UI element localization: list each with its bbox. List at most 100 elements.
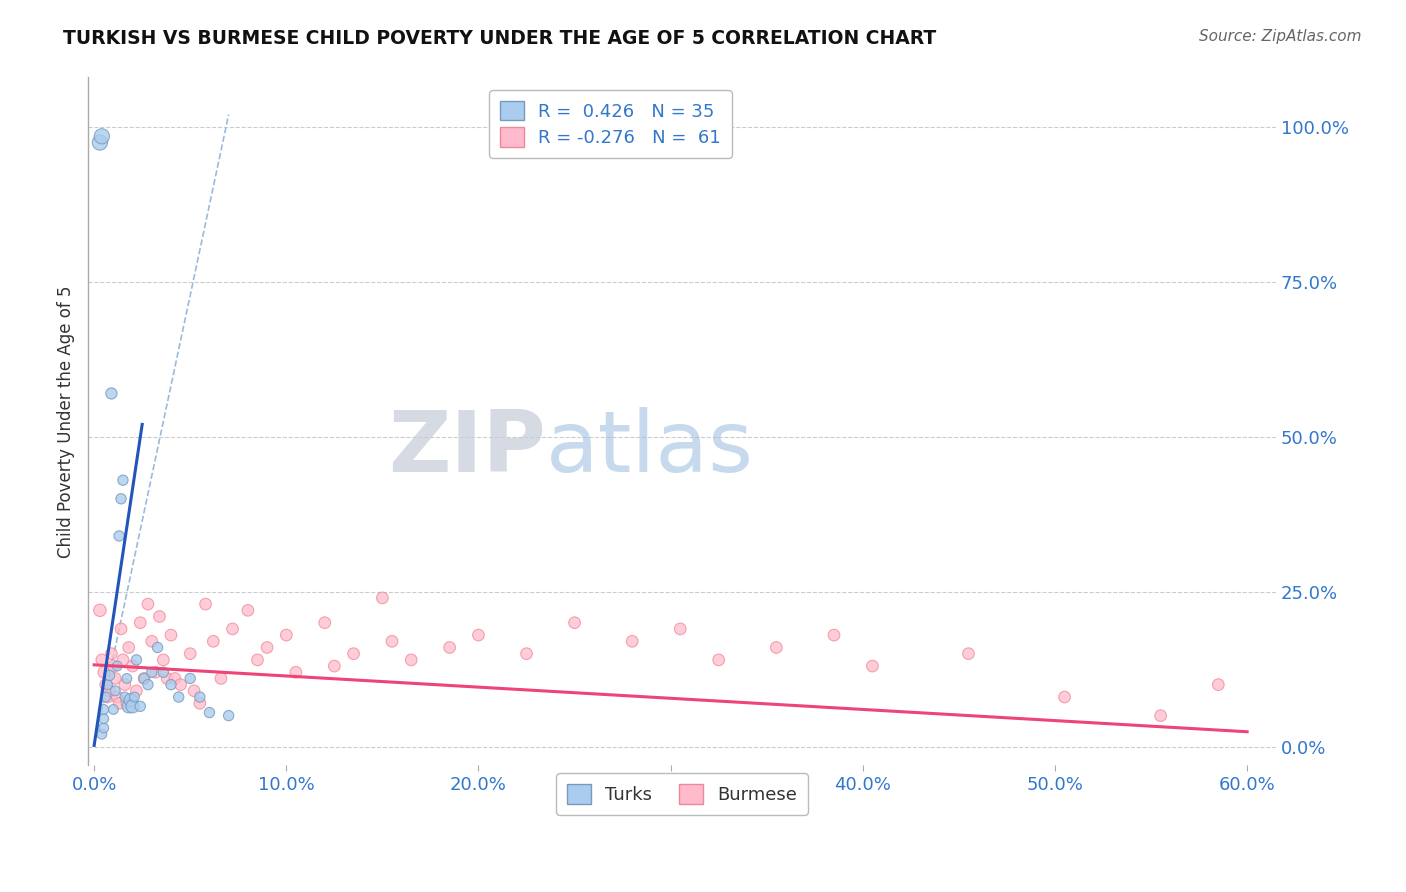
Point xyxy=(136,597,159,611)
Point xyxy=(381,634,404,648)
Point xyxy=(121,699,143,714)
Point xyxy=(103,702,125,716)
Point xyxy=(121,659,143,673)
Point xyxy=(114,690,136,704)
Point xyxy=(221,622,243,636)
Point xyxy=(152,665,174,680)
Point xyxy=(104,683,127,698)
Point xyxy=(765,640,787,655)
Point xyxy=(371,591,394,605)
Y-axis label: Child Poverty Under the Age of 5: Child Poverty Under the Age of 5 xyxy=(58,285,75,558)
Point xyxy=(399,653,422,667)
Point xyxy=(111,473,134,487)
Point xyxy=(90,129,112,144)
Point xyxy=(564,615,586,630)
Point xyxy=(100,386,122,401)
Point xyxy=(169,678,191,692)
Point xyxy=(125,653,148,667)
Point xyxy=(97,690,120,704)
Point xyxy=(323,659,346,673)
Point xyxy=(94,678,117,692)
Point xyxy=(236,603,259,617)
Point xyxy=(156,672,179,686)
Point xyxy=(89,603,111,617)
Point xyxy=(93,712,115,726)
Point xyxy=(152,653,174,667)
Point xyxy=(621,634,644,648)
Point xyxy=(93,665,115,680)
Point xyxy=(160,678,183,692)
Text: TURKISH VS BURMESE CHILD POVERTY UNDER THE AGE OF 5 CORRELATION CHART: TURKISH VS BURMESE CHILD POVERTY UNDER T… xyxy=(63,29,936,48)
Point xyxy=(89,136,111,150)
Point xyxy=(860,659,883,673)
Point xyxy=(124,690,146,704)
Point xyxy=(136,678,159,692)
Point xyxy=(141,634,163,648)
Point xyxy=(115,696,138,710)
Point xyxy=(202,634,225,648)
Point xyxy=(132,672,155,686)
Point xyxy=(125,683,148,698)
Point xyxy=(118,699,141,714)
Point xyxy=(515,647,537,661)
Point xyxy=(342,647,364,661)
Point xyxy=(103,659,125,673)
Point xyxy=(1053,690,1076,704)
Legend: Turks, Burmese: Turks, Burmese xyxy=(557,773,808,814)
Point xyxy=(90,727,112,741)
Point xyxy=(98,683,121,698)
Point xyxy=(198,706,221,720)
Point xyxy=(129,699,152,714)
Point xyxy=(439,640,461,655)
Point xyxy=(97,678,120,692)
Point xyxy=(105,659,128,673)
Point xyxy=(284,665,307,680)
Point xyxy=(183,683,205,698)
Point xyxy=(118,640,141,655)
Text: ZIP: ZIP xyxy=(388,408,546,491)
Point xyxy=(314,615,336,630)
Point xyxy=(90,653,112,667)
Point xyxy=(188,690,211,704)
Point xyxy=(246,653,269,667)
Point xyxy=(209,672,232,686)
Text: atlas: atlas xyxy=(546,408,754,491)
Point xyxy=(141,665,163,680)
Point xyxy=(94,690,117,704)
Point xyxy=(179,672,201,686)
Point xyxy=(276,628,298,642)
Point xyxy=(104,672,127,686)
Point xyxy=(179,647,201,661)
Point xyxy=(163,672,186,686)
Point xyxy=(108,529,131,543)
Point xyxy=(111,653,134,667)
Point xyxy=(108,696,131,710)
Point xyxy=(256,640,278,655)
Point xyxy=(98,668,121,682)
Point xyxy=(145,665,167,680)
Point xyxy=(148,609,170,624)
Text: Source: ZipAtlas.com: Source: ZipAtlas.com xyxy=(1198,29,1361,45)
Point xyxy=(114,678,136,692)
Point xyxy=(100,647,122,661)
Point xyxy=(160,628,183,642)
Point xyxy=(188,696,211,710)
Point xyxy=(1150,708,1173,723)
Point xyxy=(115,672,138,686)
Point xyxy=(120,693,142,707)
Point xyxy=(707,653,730,667)
Point xyxy=(129,615,152,630)
Point xyxy=(194,597,217,611)
Point xyxy=(823,628,845,642)
Point xyxy=(467,628,489,642)
Point xyxy=(110,491,132,506)
Point xyxy=(105,690,128,704)
Point xyxy=(218,708,240,723)
Point xyxy=(110,622,132,636)
Point xyxy=(93,721,115,735)
Point xyxy=(93,702,115,716)
Point xyxy=(167,690,190,704)
Point xyxy=(1208,678,1230,692)
Point xyxy=(132,672,155,686)
Point xyxy=(957,647,980,661)
